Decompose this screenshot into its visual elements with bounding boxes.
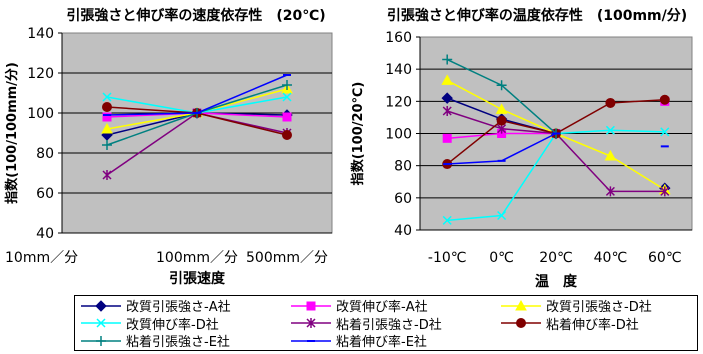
y-tick-label: 120	[385, 94, 412, 110]
x-axis-title: 引張速度	[169, 270, 226, 287]
legend-item: 粘着伸び率-D社	[499, 315, 639, 333]
y-tick-label: 60	[36, 186, 54, 202]
data-point	[605, 97, 616, 108]
legend-swatch	[81, 318, 121, 328]
legend-swatch	[291, 301, 331, 310]
data-point	[497, 210, 507, 221]
temperature-chart: 引張強さと伸び率の温度依存性 (100mm/分) 40 60 80 100 120 140 1…	[350, 7, 693, 290]
legend: 改質引張強さ-A社 改質伸び率-A社 改質引張強さ-D社 改質伸び率-D社 粘着引張強さ…	[74, 295, 698, 351]
x-tick-label: 500mm／分	[246, 250, 328, 266]
legend-marker	[515, 299, 527, 310]
data-point	[659, 94, 670, 105]
y-tick-label: 80	[394, 159, 412, 175]
data-point	[660, 127, 670, 137]
data-point	[101, 122, 113, 134]
x-tick-label: 60℃	[648, 250, 682, 266]
y-tick-label: 80	[36, 146, 54, 162]
legend-swatch	[501, 318, 541, 328]
series-8	[103, 74, 291, 116]
speed-chart: 引張強さと伸び率の速度依存性 (20℃) 40 60 80 100 120 140 10mm／…	[4, 7, 333, 287]
legend-marker	[516, 318, 526, 328]
data-point	[102, 140, 112, 150]
legend-item: 改質伸び率-A社	[289, 297, 428, 315]
legend-swatch	[291, 318, 331, 328]
y-axis-title: 指数(100/100mm/分)	[4, 62, 20, 204]
y-tick-label: 40	[36, 226, 54, 242]
legend-item: 粘着引張強さ-D社	[289, 315, 442, 333]
data-point	[102, 92, 112, 102]
data-point	[496, 115, 507, 126]
data-point	[102, 112, 112, 122]
legend-label: 粘着引張強さ-D社	[336, 317, 442, 333]
x-tick-label: 10mm／分	[5, 250, 78, 266]
legend-marker	[306, 318, 316, 328]
data-point	[496, 80, 507, 91]
y-tick-label: 140	[385, 62, 412, 78]
data-point	[442, 54, 453, 65]
legend-marker	[306, 301, 316, 310]
charts-canvas: 引張強さと伸び率の速度依存性 (20℃) 40 60 80 100 120 140 10mm／…	[4, 7, 693, 290]
data-point	[282, 130, 292, 140]
legend-label: 改質伸び率-D社	[126, 317, 219, 333]
y-tick-label: 100	[27, 106, 54, 122]
legend-item: 改質引張強さ-D社	[499, 297, 652, 315]
legend-item: 粘着伸び率-E社	[289, 332, 427, 350]
legend-swatch	[81, 299, 121, 312]
data-point	[605, 125, 615, 135]
y-tick-label: 100	[385, 127, 412, 143]
y-tick-label: 160	[385, 30, 412, 46]
legend-label: 改質伸び率-A社	[336, 300, 428, 315]
data-point	[442, 133, 452, 143]
y-tick-label: 60	[394, 191, 412, 207]
data-point	[604, 149, 617, 161]
x-tick-label: 40℃	[594, 250, 628, 266]
legend-item: 改質引張強さ-A社	[79, 297, 231, 315]
y-axis-title: 指数(100/20℃)	[350, 82, 366, 186]
data-point	[282, 80, 292, 90]
x-tick-label: -10℃	[428, 250, 467, 266]
y-tick-label: 140	[27, 26, 54, 42]
data-point	[441, 92, 453, 104]
data-point	[102, 170, 112, 180]
legend-marker	[96, 318, 106, 328]
data-point	[605, 186, 615, 197]
legend-item: 改質伸び率-D社	[79, 315, 219, 333]
legend-label: 粘着伸び率-E社	[336, 335, 427, 350]
legend-label: 粘着引張強さ-E社	[126, 335, 230, 350]
legend-label: 改質引張強さ-D社	[546, 300, 652, 315]
legend-marker	[95, 299, 107, 312]
x-tick-label: 0℃	[489, 250, 514, 266]
legend-label: 改質引張強さ-A社	[126, 300, 231, 315]
y-tick-label: 120	[27, 66, 54, 82]
series-8	[443, 132, 669, 166]
legend-swatch	[291, 339, 331, 342]
data-point	[441, 74, 454, 85]
legend-swatch	[81, 335, 121, 346]
data-point	[102, 102, 112, 112]
data-point	[282, 112, 292, 122]
data-point	[495, 103, 508, 114]
data-point	[660, 186, 670, 197]
legend-label: 粘着伸び率-D社	[546, 317, 639, 333]
legend-item: 粘着引張強さ-E社	[79, 332, 230, 350]
data-point	[442, 105, 452, 116]
x-tick-label: 100mm／分	[156, 250, 238, 266]
y-tick-label: 40	[394, 223, 412, 239]
chart-title: 引張強さと伸び率の温度依存性 (100mm/分)	[387, 7, 687, 24]
x-tick-label: 20℃	[539, 250, 573, 266]
legend-swatch	[501, 299, 541, 310]
data-point	[442, 215, 452, 225]
data-point	[282, 92, 292, 102]
x-axis-title: 温 度	[535, 273, 578, 290]
legend-marker	[96, 335, 106, 346]
chart-title: 引張強さと伸び率の速度依存性 (20℃)	[66, 7, 325, 24]
